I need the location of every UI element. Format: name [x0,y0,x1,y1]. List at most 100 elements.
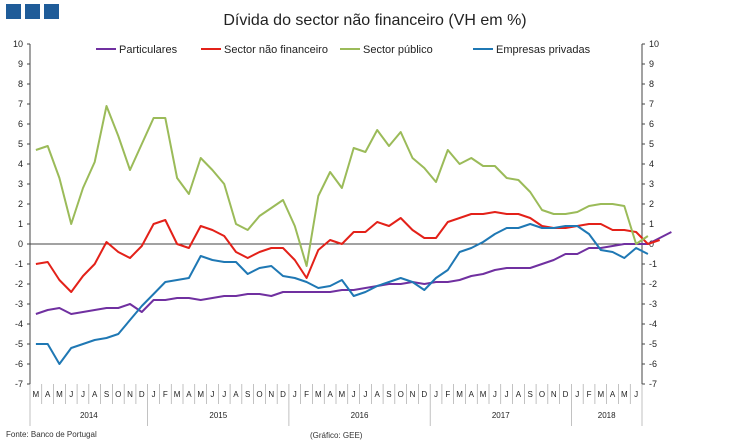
y-tick-label-left: 4 [18,159,23,169]
y-tick-label-left: -6 [15,359,23,369]
y-tick-label-left: 6 [18,119,23,129]
x-year-label: 2017 [492,411,510,420]
y-tick-label-right: 9 [649,59,654,69]
x-year-label: 2015 [209,411,227,420]
x-month-label: F [304,390,309,399]
y-tick-label-right: 8 [649,79,654,89]
x-month-label: S [386,390,391,399]
x-month-label: M [56,390,63,399]
y-tick-label-left: -3 [15,299,23,309]
x-month-label: J [634,390,638,399]
x-month-label: M [339,390,346,399]
x-month-label: M [33,390,40,399]
x-month-label: D [280,390,286,399]
x-month-label: M [174,390,181,399]
y-tick-label-right: -2 [649,279,657,289]
y-tick-label-right: -5 [649,339,657,349]
x-month-label: N [268,390,274,399]
series-line-sector-p-blico [35,105,649,267]
x-month-label: M [315,390,322,399]
legend-label: Sector não financeiro [224,44,328,56]
x-month-label: M [456,390,463,399]
x-month-label: A [610,390,616,399]
y-tick-label-left: -7 [15,379,23,389]
x-month-label: M [597,390,604,399]
y-tick-label-left: 3 [18,179,23,189]
y-tick-label-right: -6 [649,359,657,369]
y-tick-label-left: 10 [13,39,23,49]
y-tick-label-right: 10 [649,39,659,49]
x-month-label: A [327,390,333,399]
x-month-label: J [434,390,438,399]
x-month-label: F [445,390,450,399]
y-tick-label-right: 1 [649,219,654,229]
x-month-label: J [152,390,156,399]
x-month-label: A [45,390,51,399]
y-tick-label-left: 0 [18,239,23,249]
y-tick-label-left: 1 [18,219,23,229]
source-note: Fonte: Banco de Portugal [6,430,97,439]
chart-title: Dívida do sector não financeiro (VH em %… [223,12,527,29]
credit-note: (Gráfico: GEE) [310,431,363,440]
x-month-label: N [551,390,557,399]
x-month-label: S [245,390,250,399]
x-month-label: M [197,390,204,399]
x-month-label: M [621,390,628,399]
x-month-label: A [92,390,98,399]
x-month-label: O [256,390,262,399]
y-tick-label-left: 8 [18,79,23,89]
y-tick-label-left: -1 [15,259,23,269]
x-month-label: D [421,390,427,399]
legend-label: Sector público [363,44,433,56]
x-month-label: J [363,390,367,399]
x-month-label: S [528,390,533,399]
y-tick-label-left: 5 [18,139,23,149]
x-month-label: S [104,390,109,399]
logo-square-1 [6,4,21,19]
x-month-label: J [575,390,579,399]
x-year-label: 2014 [80,411,98,420]
y-tick-label-right: 3 [649,179,654,189]
x-month-label: F [587,390,592,399]
y-tick-label-right: -7 [649,379,657,389]
y-tick-label-right: 2 [649,199,654,209]
legend-label: Empresas privadas [496,44,591,56]
x-month-label: A [375,390,381,399]
x-month-label: J [69,390,73,399]
x-year-label: 2016 [351,411,369,420]
y-tick-label-right: 6 [649,119,654,129]
x-month-label: A [186,390,192,399]
series-line-empresas-privadas [35,223,649,365]
x-month-label: J [352,390,356,399]
y-tick-label-left: 9 [18,59,23,69]
y-tick-label-right: -1 [649,259,657,269]
x-month-label: D [563,390,569,399]
x-month-label: A [516,390,522,399]
x-month-label: F [163,390,168,399]
x-month-label: O [115,390,121,399]
x-month-label: N [127,390,133,399]
y-tick-label-left: 2 [18,199,23,209]
y-tick-label-left: 7 [18,99,23,109]
y-tick-label-right: 4 [649,159,654,169]
series-line-sector-n-o-financeiro [35,211,661,293]
y-tick-label-right: -3 [649,299,657,309]
y-tick-label-right: 5 [649,139,654,149]
y-tick-label-left: -5 [15,339,23,349]
x-month-label: J [505,390,509,399]
y-tick-label-right: 7 [649,99,654,109]
x-month-label: M [480,390,487,399]
x-month-label: J [493,390,497,399]
y-tick-label-right: 0 [649,239,654,249]
x-month-label: A [469,390,475,399]
x-year-label: 2018 [598,411,616,420]
y-tick-label-left: -2 [15,279,23,289]
series-line-particulares [35,231,672,315]
x-month-label: A [233,390,239,399]
x-month-label: D [139,390,145,399]
y-tick-label-left: -4 [15,319,23,329]
x-month-label: O [539,390,545,399]
x-month-label: O [398,390,404,399]
legend-label: Particulares [119,44,178,56]
